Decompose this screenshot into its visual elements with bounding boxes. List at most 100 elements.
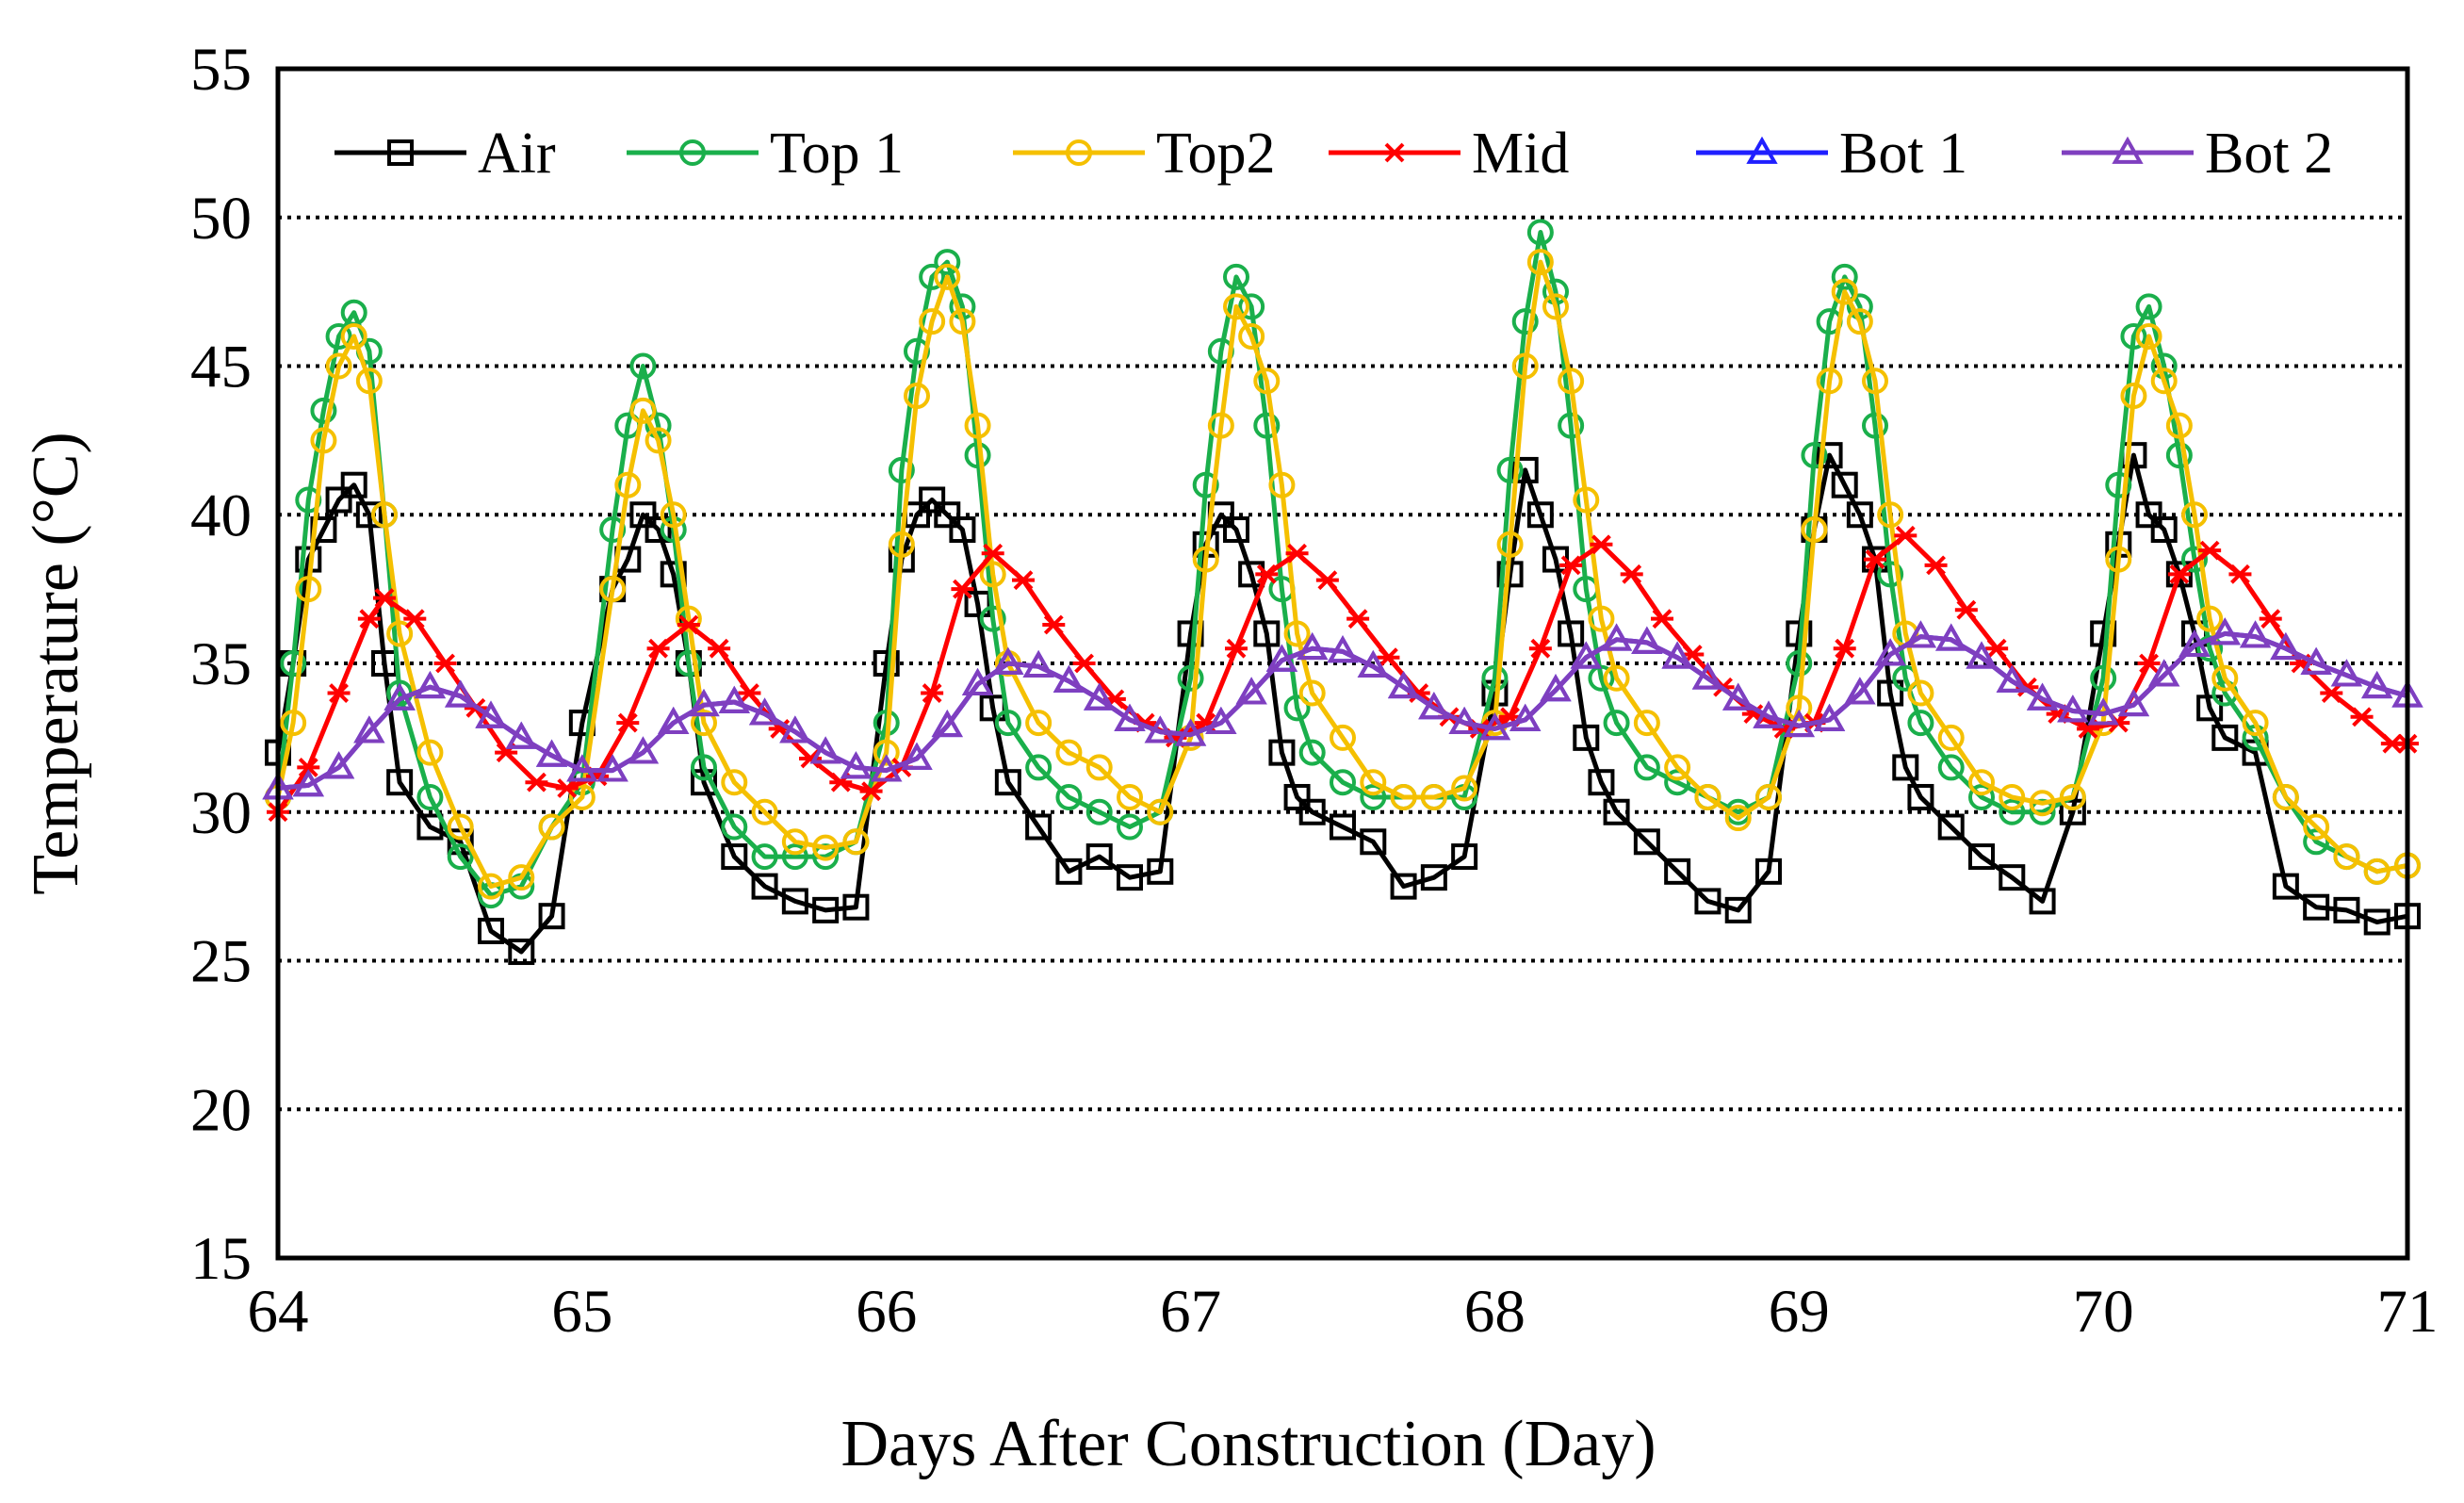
data-point-top2 <box>1862 368 1888 395</box>
data-point-top2 <box>1117 783 1143 810</box>
data-point-bot-2 <box>1265 644 1298 672</box>
data-point-top-1 <box>1055 783 1083 810</box>
data-point-air <box>386 769 414 796</box>
data-point-air <box>2363 908 2391 936</box>
data-point-top-1 <box>1192 471 1219 498</box>
data-point-air <box>1999 864 2026 891</box>
data-point-air <box>721 843 748 871</box>
data-point-mid <box>1255 564 1279 584</box>
series-top2 <box>265 249 2421 900</box>
data-point-top-1 <box>1862 412 1888 439</box>
data-point-bot-2 <box>1174 718 1207 746</box>
data-point-air <box>1755 858 1782 885</box>
data-point-top2 <box>1511 352 1539 380</box>
data-point-air <box>416 813 444 841</box>
y-tick-label-50: 50 <box>190 185 252 253</box>
data-point-air <box>1588 769 1615 796</box>
data-point-top2 <box>1223 293 1249 320</box>
data-point-mid <box>373 588 396 609</box>
y-tick-label-20: 20 <box>190 1076 252 1144</box>
data-point-top-1 <box>1177 664 1204 692</box>
data-point-bot-2 <box>748 697 781 726</box>
data-point-top2 <box>1937 724 1965 751</box>
data-point-air <box>2029 888 2056 915</box>
data-point-bot-2 <box>1996 664 2028 693</box>
data-point-air <box>1526 501 1554 529</box>
data-point-air <box>1724 896 1752 923</box>
data-point-mid <box>677 614 700 635</box>
x-axis-title: Days After Construction (Day) <box>840 1408 1656 1480</box>
data-point-bot-2 <box>2087 697 2119 726</box>
data-point-top-1 <box>675 650 702 677</box>
data-point-bot-2 <box>2148 659 2180 687</box>
data-point-bot-2 <box>1966 641 1998 669</box>
legend-item-air: Air <box>335 122 556 186</box>
data-point-top2 <box>2303 813 2330 841</box>
data-point-top2 <box>416 739 444 766</box>
data-point-air <box>1420 864 1447 891</box>
data-point-bot-2 <box>779 715 811 743</box>
data-point-top2 <box>1907 679 1934 707</box>
data-point-top2 <box>1085 754 1113 781</box>
data-point-top2 <box>1633 710 1660 737</box>
data-point-top2 <box>888 531 915 558</box>
data-point-bot-2 <box>961 667 994 695</box>
data-point-air <box>1253 620 1281 647</box>
data-point-air <box>751 873 778 900</box>
data-point-top2 <box>2181 501 2208 529</box>
data-point-air <box>1937 813 1965 841</box>
data-point-top2 <box>1816 368 1843 395</box>
data-point-air <box>919 486 946 514</box>
data-point-top-1 <box>1283 694 1311 722</box>
legend-label-top-1: Top 1 <box>770 122 904 186</box>
data-point-bot-2 <box>718 685 750 713</box>
legend-label-bot-1: Bot 1 <box>1839 122 1967 186</box>
data-point-top2 <box>280 710 307 737</box>
data-point-mid <box>616 712 640 733</box>
data-point-top-1 <box>1603 710 1630 737</box>
data-point-bot-2 <box>505 721 537 749</box>
data-point-top-1 <box>2165 442 2193 469</box>
legend-item-top-1: Top 1 <box>627 122 904 186</box>
data-point-top2 <box>964 412 991 439</box>
data-point-mid <box>1285 543 1309 564</box>
data-point-mid <box>738 683 761 703</box>
data-point-air <box>1816 442 1843 469</box>
data-point-air <box>645 516 672 544</box>
data-point-bot-2 <box>1235 677 1267 705</box>
data-point-top-1 <box>1786 650 1813 677</box>
data-point-top2 <box>1238 322 1265 350</box>
data-point-bot-2 <box>383 682 416 711</box>
data-point-top-1 <box>1968 783 1995 810</box>
data-point-air <box>1177 620 1204 647</box>
data-point-top2 <box>1724 805 1752 832</box>
data-point-top2 <box>568 783 596 810</box>
legend-swatch-marker <box>1383 142 1406 163</box>
data-point-air <box>842 893 870 921</box>
data-point-top2 <box>1801 516 1828 544</box>
data-point-top2 <box>1786 694 1813 722</box>
data-point-top-1 <box>1937 754 1965 781</box>
data-point-air <box>2090 620 2117 647</box>
data-point-air <box>1511 456 1539 483</box>
data-point-bot-2 <box>1114 703 1146 731</box>
data-point-top2 <box>614 471 642 498</box>
data-point-top2 <box>873 739 900 766</box>
x-tick-label-64: 64 <box>248 1278 309 1346</box>
data-point-mid <box>2228 564 2252 584</box>
legend-swatch-marker <box>1746 136 1778 164</box>
data-point-bot-2 <box>2026 682 2059 711</box>
data-point-mid <box>1833 638 1856 659</box>
data-point-air <box>2059 798 2086 825</box>
data-point-top2 <box>447 813 474 841</box>
data-point-bot-2 <box>1844 677 1876 705</box>
data-point-air <box>2196 694 2224 722</box>
data-point-air <box>1968 843 1995 871</box>
data-point-mid <box>859 781 883 802</box>
x-tick-label-68: 68 <box>1464 1278 1526 1346</box>
data-point-top2 <box>1298 679 1326 707</box>
data-point-air <box>994 769 1021 796</box>
data-point-top-1 <box>934 249 961 276</box>
y-tick-label-15: 15 <box>190 1225 252 1293</box>
data-point-top-1 <box>447 843 474 871</box>
